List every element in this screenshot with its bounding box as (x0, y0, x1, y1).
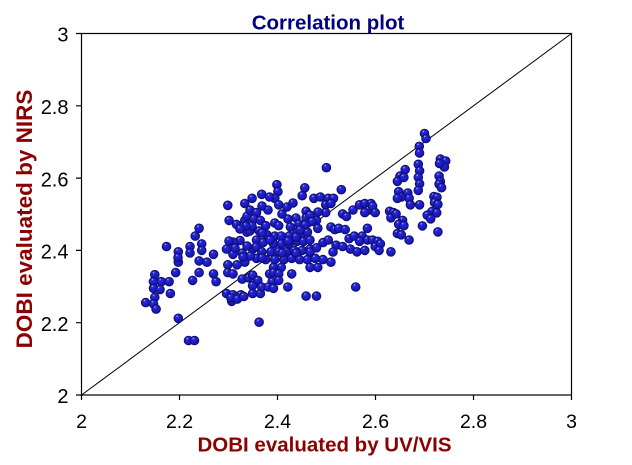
svg-text:2: 2 (57, 386, 68, 408)
svg-text:Correlation plot: Correlation plot (252, 12, 405, 35)
svg-text:2.6: 2.6 (41, 169, 69, 191)
svg-text:3: 3 (566, 411, 577, 433)
svg-text:2.6: 2.6 (362, 411, 389, 433)
svg-text:DOBI evaluated by UV/VIS: DOBI evaluated by UV/VIS (197, 434, 451, 457)
svg-text:2.8: 2.8 (41, 97, 69, 119)
svg-text:DOBI evaluated by NIRS: DOBI evaluated by NIRS (12, 90, 37, 349)
svg-text:2.2: 2.2 (166, 411, 193, 433)
svg-text:2.8: 2.8 (460, 411, 487, 433)
svg-text:2.4: 2.4 (41, 242, 69, 264)
svg-text:2.4: 2.4 (264, 411, 291, 433)
svg-text:2.2: 2.2 (41, 314, 69, 336)
svg-text:2: 2 (76, 411, 87, 433)
svg-text:3: 3 (57, 25, 68, 47)
